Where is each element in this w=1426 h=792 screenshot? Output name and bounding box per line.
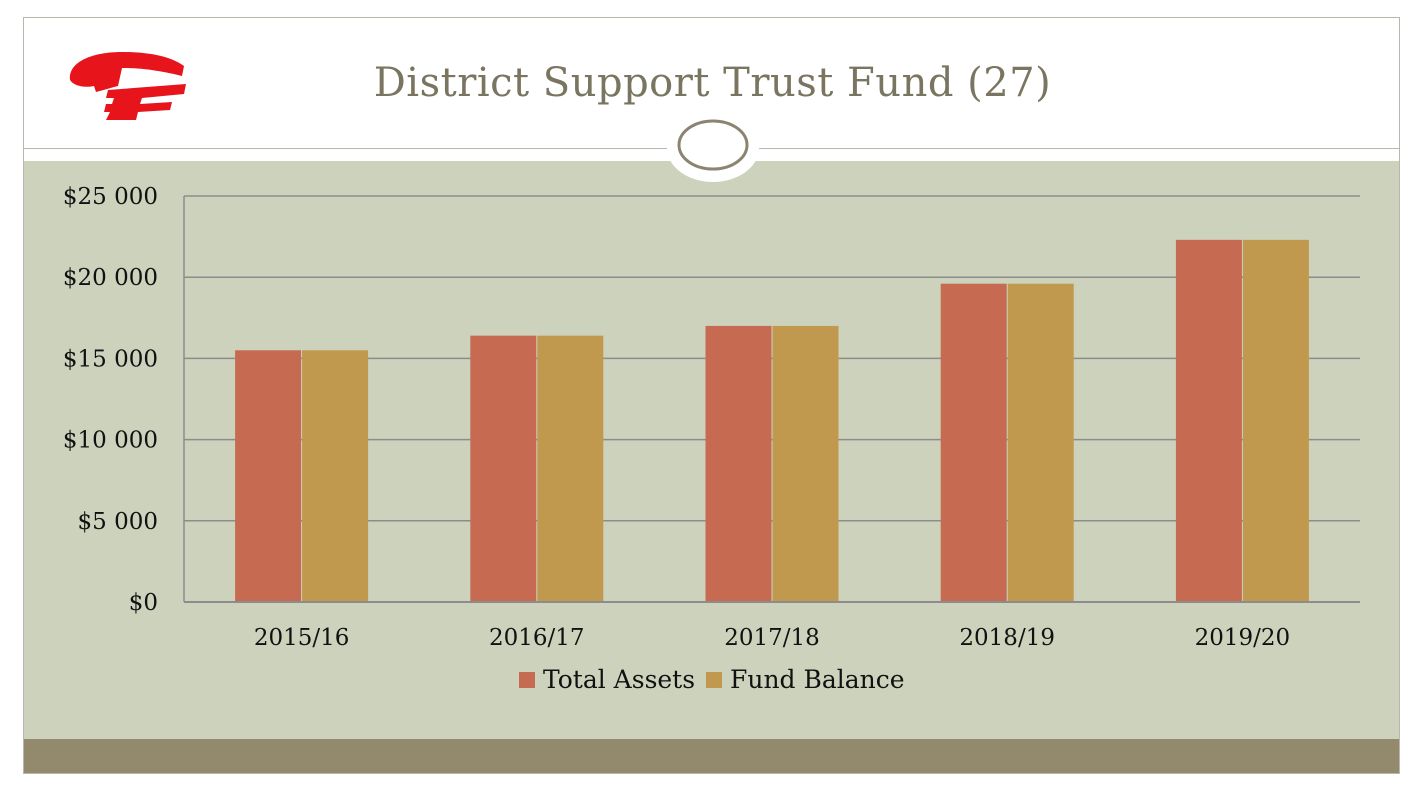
bars (235, 239, 1309, 602)
legend-swatch (519, 672, 535, 688)
oval-ornament-icon (667, 114, 759, 182)
red-cf-logo-icon (69, 52, 186, 120)
logo-f-shape (104, 84, 186, 120)
bar-total-assets-2018-19 (940, 283, 1007, 602)
x-tick-labels: 2015/16 2016/17 2017/18 2018/19 2019/20 (254, 625, 1290, 651)
slide-title: District Support Trust Fund (27) (373, 60, 1052, 106)
y-tick-label: $25 000 (63, 184, 158, 210)
x-tick-label: 2019/20 (1195, 625, 1291, 651)
bar-total-assets-2019-20 (1175, 239, 1242, 602)
y-tick-label: $5 000 (78, 509, 158, 535)
legend-label: Fund Balance (730, 665, 905, 694)
bar-fund-balance-2019-20 (1242, 239, 1309, 602)
y-tick-label: $20 000 (63, 265, 158, 291)
y-tick-label: $10 000 (63, 428, 158, 454)
x-tick-label: 2015/16 (254, 625, 350, 651)
bar-fund-balance-2018-19 (1007, 283, 1074, 602)
bar-fund-balance-2015-16 (302, 350, 369, 602)
y-tick-labels: $0 $5 000 $10 000 $15 000 $20 000 $25 000 (63, 184, 158, 616)
bar-fund-balance-2016-17 (537, 335, 604, 602)
x-tick-label: 2018/19 (959, 625, 1055, 651)
bar-fund-balance-2017-18 (772, 325, 839, 602)
bar-total-assets-2016-17 (470, 335, 537, 602)
logo-c-shape (69, 52, 184, 92)
y-tick-label: $0 (129, 590, 158, 616)
legend-label: Total Assets (543, 665, 695, 694)
legend: Total Assets Fund Balance (519, 665, 905, 694)
bar-total-assets-2017-18 (705, 325, 772, 602)
x-tick-label: 2017/18 (724, 625, 820, 651)
grid-lines (184, 195, 1360, 522)
slide: District Support Trust Fund (27) (23, 17, 1400, 774)
legend-swatch (706, 672, 722, 688)
bar-total-assets-2015-16 (235, 350, 302, 602)
footer-band (24, 739, 1399, 773)
y-tick-label: $15 000 (63, 346, 158, 372)
x-tick-label: 2016/17 (489, 625, 585, 651)
